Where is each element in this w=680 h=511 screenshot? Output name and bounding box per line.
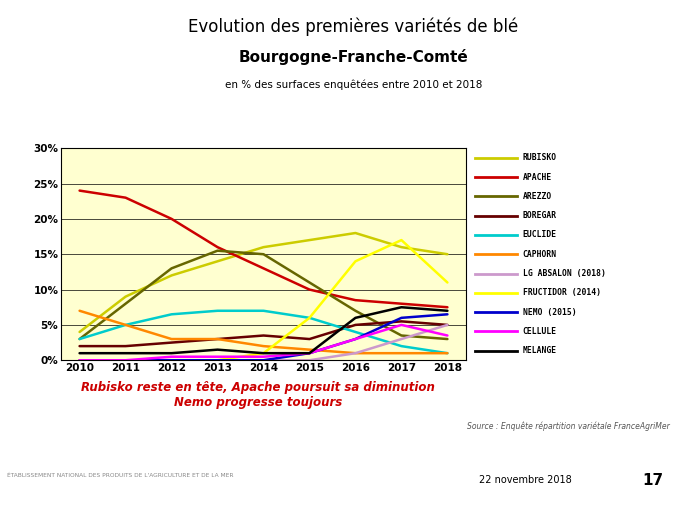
Text: Rubisko reste en tête, Apache poursuit sa diminution: Rubisko reste en tête, Apache poursuit s… (82, 381, 435, 393)
Text: NEMO (2015): NEMO (2015) (523, 308, 577, 316)
Text: CAPHORN: CAPHORN (523, 250, 557, 259)
Text: Rencontres Régionales
Céréalières: Rencontres Régionales Céréalières (284, 471, 420, 493)
Text: ÉTABLISSEMENT NATIONAL DES PRODUITS DE L'AGRICULTURE ET DE LA MER: ÉTABLISSEMENT NATIONAL DES PRODUITS DE L… (7, 473, 233, 478)
Text: en % des surfaces enquêtées entre 2010 et 2018: en % des surfaces enquêtées entre 2010 e… (225, 79, 482, 90)
Text: 22 novembre 2018: 22 novembre 2018 (479, 475, 572, 485)
Text: Evolution des premières variétés de blé: Evolution des premières variétés de blé (188, 18, 519, 36)
Text: EUCLIDE: EUCLIDE (523, 230, 557, 240)
Text: AREZZO: AREZZO (523, 192, 552, 201)
Text: APACHE: APACHE (523, 173, 552, 181)
Text: 17: 17 (642, 473, 663, 488)
Text: FRUCTIDOR (2014): FRUCTIDOR (2014) (523, 288, 600, 297)
Text: Bourgogne-Franche-Comté: Bourgogne-Franche-Comté (239, 49, 469, 64)
Text: BOREGAR: BOREGAR (523, 211, 557, 220)
Text: CELLULE: CELLULE (523, 327, 557, 336)
Text: MELANGE: MELANGE (523, 346, 557, 355)
Text: LG ABSALON (2018): LG ABSALON (2018) (523, 269, 606, 278)
Text: Source : Enquête répartition variétale FranceAgriMer: Source : Enquête répartition variétale F… (467, 422, 670, 431)
Text: RUBISKO: RUBISKO (523, 153, 557, 162)
Text: Nemo progresse toujours: Nemo progresse toujours (174, 396, 343, 409)
